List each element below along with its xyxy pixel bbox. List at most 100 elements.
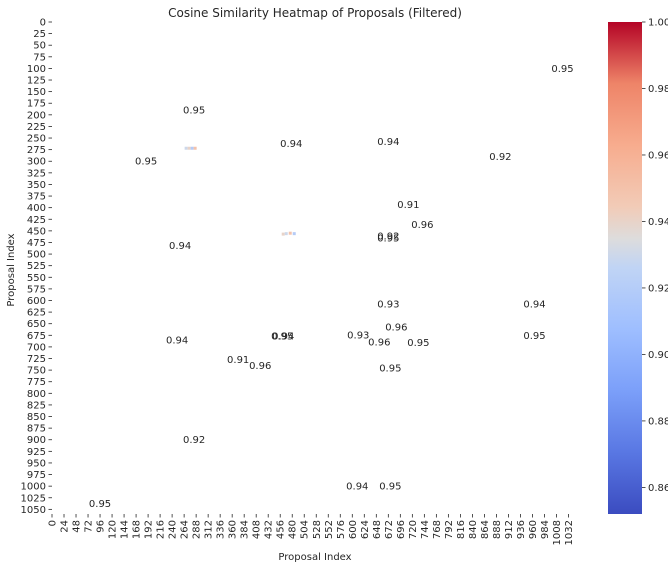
cell-value-label: 0.95 [89, 499, 111, 510]
x-tick-label: 336 [216, 520, 227, 539]
cell-value-label: 0.94 [280, 139, 302, 150]
y-tick-label: 850 [27, 412, 46, 423]
x-tick-label: 216 [156, 520, 167, 539]
cell-value-label: 0.92 [183, 435, 205, 446]
y-tick-label: 675 [27, 331, 46, 342]
x-tick-label: 1032 [564, 520, 575, 545]
y-tick-label: 1000 [21, 482, 46, 493]
x-tick-label: 576 [336, 520, 347, 539]
cell-value-label: 0.94 [523, 300, 545, 311]
y-tick-label: 750 [27, 366, 46, 377]
cell-value-label: 0.91 [397, 200, 419, 211]
colorbar-tick-label: 0.94 [648, 217, 668, 228]
y-tick-label: 575 [27, 284, 46, 295]
x-tick-label: 0 [48, 520, 59, 526]
x-tick-label: 240 [168, 520, 179, 539]
heatmap-cell [284, 232, 288, 236]
x-tick-label: 648 [372, 520, 383, 539]
heatmap-cell [288, 231, 292, 235]
y-tick-label: 900 [27, 435, 46, 446]
y-tick-label: 375 [27, 192, 46, 203]
cell-value-label: 0.95 [377, 233, 399, 244]
x-tick-label: 504 [300, 520, 311, 539]
y-tick-label: 625 [27, 308, 46, 319]
y-tick-label: 525 [27, 261, 46, 272]
x-axis: 0 24 48 72 96 120 144 168 192 216 240 264 288 312 336 3… [48, 514, 575, 545]
x-tick-label: 696 [396, 520, 407, 539]
cell-value-label: 0.95 [523, 331, 545, 342]
y-tick-label: 25 [33, 29, 46, 40]
x-tick-label: 960 [528, 520, 539, 539]
x-tick-label: 456 [276, 520, 287, 539]
x-tick-label: 792 [444, 520, 455, 539]
x-tick-label: 912 [504, 520, 515, 539]
x-tick-label: 864 [480, 520, 491, 539]
x-tick-label: 192 [144, 520, 155, 539]
y-tick-label: 175 [27, 99, 46, 110]
chart-title: Cosine Similarity Heatmap of Proposals (… [168, 6, 462, 20]
cell-value-label: 0.94 [272, 332, 294, 343]
y-tick-label: 150 [27, 87, 46, 98]
colorbar-gradient [608, 22, 642, 514]
cell-value-label: 0.96 [368, 337, 390, 348]
x-tick-label: 24 [60, 520, 71, 533]
y-tick-label: 700 [27, 342, 46, 353]
y-tick-label: 250 [27, 134, 46, 145]
y-tick-label: 325 [27, 168, 46, 179]
colorbar-tick-label: 0.92 [648, 283, 668, 294]
colorbar-tick-label: 0.90 [648, 350, 668, 361]
cell-value-label: 0.93 [377, 300, 399, 311]
y-axis: 0255075100125150175200225250275300325350… [21, 18, 52, 516]
y-tick-label: 1050 [21, 505, 46, 516]
y-tick-label: 50 [33, 41, 46, 52]
heatmap-cell [190, 146, 194, 150]
cell-value-label: 0.95 [135, 157, 157, 168]
y-tick-label: 600 [27, 296, 46, 307]
x-tick-label: 936 [516, 520, 527, 539]
x-tick-label: 1008 [552, 520, 563, 545]
y-tick-label: 975 [27, 470, 46, 481]
cell-value-label: 0.94 [377, 137, 399, 148]
cell-value-label: 0.92 [489, 152, 511, 163]
plot-area: 0.95 0.95 0.94 0.94 0.92 0.95 0.91 0.96 0.92 0.95… [89, 64, 574, 510]
x-tick-label: 264 [180, 520, 191, 539]
y-tick-label: 200 [27, 110, 46, 121]
y-tick-label: 1025 [21, 493, 46, 504]
y-tick-label: 450 [27, 226, 46, 237]
cell-value-label: 0.95 [551, 64, 573, 75]
x-tick-label: 984 [540, 520, 551, 539]
y-tick-label: 775 [27, 377, 46, 388]
x-tick-label: 72 [84, 520, 95, 533]
y-tick-label: 225 [27, 122, 46, 133]
y-tick-label: 0 [40, 18, 46, 29]
heatmap-cell [184, 146, 188, 150]
x-tick-label: 744 [420, 520, 431, 539]
x-tick-label: 816 [456, 520, 467, 539]
cell-value-label: 0.96 [385, 322, 407, 333]
x-tick-label: 624 [360, 520, 371, 539]
y-tick-label: 500 [27, 250, 46, 261]
y-tick-label: 400 [27, 203, 46, 214]
x-tick-label: 600 [348, 520, 359, 539]
y-tick-label: 350 [27, 180, 46, 191]
x-tick-label: 528 [312, 520, 323, 539]
x-tick-label: 144 [120, 520, 131, 539]
y-tick-label: 125 [27, 76, 46, 87]
colorbar-tick-label: 1.00 [648, 18, 668, 29]
colorbar: 0.86 0.88 0.90 0.92 0.94 0.96 0.98 1.00 [608, 18, 668, 514]
y-tick-label: 550 [27, 273, 46, 284]
y-tick-label: 650 [27, 319, 46, 330]
x-tick-label: 840 [468, 520, 479, 539]
cell-value-label: 0.96 [249, 361, 271, 372]
x-axis-title: Proposal Index [278, 552, 351, 563]
colorbar-tick-label: 0.98 [648, 84, 668, 95]
x-tick-label: 312 [204, 520, 215, 539]
cell-value-label: 0.95 [183, 106, 205, 117]
y-tick-label: 425 [27, 215, 46, 226]
colorbar-tick-label: 0.96 [648, 150, 668, 161]
x-tick-label: 552 [324, 520, 335, 539]
cell-value-label: 0.94 [346, 482, 368, 493]
x-tick-label: 432 [264, 520, 275, 539]
y-tick-label: 950 [27, 458, 46, 469]
y-tick-label: 475 [27, 238, 46, 249]
